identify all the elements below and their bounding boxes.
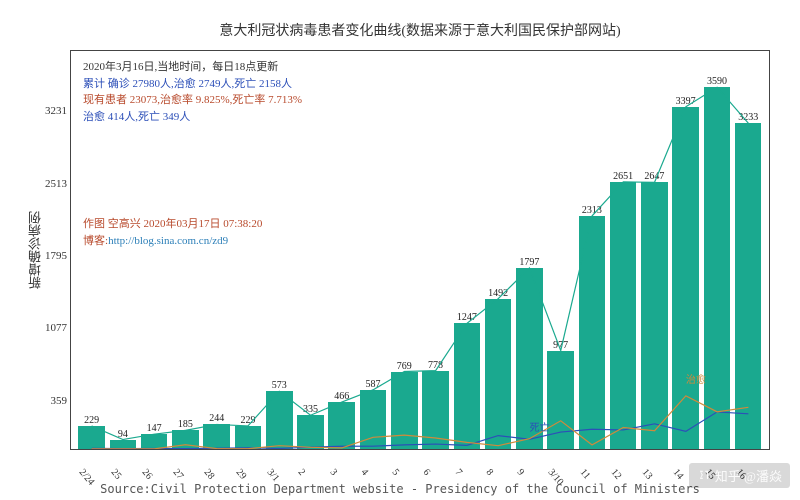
bar [641, 182, 668, 449]
chart-container: 意大利冠状病毒患者变化曲线(数据来源于意大利国民保护部网站) 新增确诊病例 35… [70, 20, 770, 450]
bar-wrap: 1247 [451, 51, 482, 449]
bar [266, 391, 293, 449]
bar-wrap: 3590 [701, 51, 732, 449]
x-tick: 27 [171, 467, 186, 482]
bar [203, 424, 230, 449]
bar-value-label: 1797 [519, 257, 539, 268]
bar-value-label: 1492 [488, 288, 508, 299]
y-tick: 1077 [29, 322, 67, 334]
bar [235, 426, 262, 449]
bar [610, 182, 637, 449]
x-tick: 2 [296, 467, 308, 478]
bar [485, 299, 512, 449]
x-tick: 8 [483, 467, 495, 478]
bar-value-label: 335 [303, 404, 318, 415]
bar-wrap: 1492 [482, 51, 513, 449]
bar-value-label: 466 [334, 391, 349, 402]
x-tick: 11 [577, 467, 592, 481]
author-box: 作图 空高兴 2020年03月17日 07:38:20 博客:http://bl… [83, 216, 262, 249]
bar-wrap: 3233 [733, 51, 764, 449]
x-tick: 12 [608, 467, 623, 482]
bar [672, 107, 699, 449]
bar [110, 440, 137, 449]
cure-line-label: 治愈 [686, 371, 706, 386]
bar-wrap: 2313 [576, 51, 607, 449]
bar [172, 430, 199, 449]
zhihu-icon [697, 469, 711, 483]
x-tick: 13 [640, 467, 655, 482]
bar-wrap: 587 [357, 51, 388, 449]
bar-wrap: 3397 [670, 51, 701, 449]
bar-value-label: 3590 [707, 76, 727, 87]
bar [360, 390, 387, 449]
x-tick: 6 [421, 467, 433, 478]
bar-wrap: 977 [545, 51, 576, 449]
y-tick: 2513 [29, 178, 67, 190]
source-text: Source:Civil Protection Department websi… [0, 482, 800, 496]
y-tick: 359 [29, 395, 67, 407]
bar-value-label: 229 [84, 415, 99, 426]
watermark: 知乎 @潘焱 [689, 463, 790, 488]
bar [422, 371, 449, 449]
bar [141, 434, 168, 449]
bar-value-label: 244 [209, 413, 224, 424]
death-line-label: 死亡 [529, 419, 549, 434]
bar-value-label: 1247 [457, 312, 477, 323]
x-tick: 28 [202, 467, 217, 482]
bar-value-label: 2647 [644, 171, 664, 182]
bar [78, 426, 105, 449]
bar-value-label: 2313 [582, 205, 602, 216]
bar [704, 87, 731, 449]
bar-value-label: 587 [366, 379, 381, 390]
bar-value-label: 3397 [676, 96, 696, 107]
bar-wrap: 1797 [514, 51, 545, 449]
x-tick: 7 [452, 467, 464, 478]
info-daily: 治愈 414人,死亡 349人 [83, 109, 302, 126]
bar-wrap: 778 [420, 51, 451, 449]
y-tick: 1795 [29, 250, 67, 262]
x-tick: 3 [327, 467, 339, 478]
bar-wrap: 2647 [639, 51, 670, 449]
bar [391, 372, 418, 449]
info-cumulative: 累计 确诊 27980人,治愈 2749人,死亡 2158人 [83, 76, 302, 93]
bar-wrap: 769 [389, 51, 420, 449]
x-tick: 25 [108, 467, 123, 482]
author-blog: 博客:http://blog.sina.com.cn/zd9 [83, 233, 262, 250]
info-date: 2020年3月16日,当地时间，每日18点更新 [83, 59, 302, 76]
chart-title: 意大利冠状病毒患者变化曲线(数据来源于意大利国民保护部网站) [70, 20, 770, 40]
bar-wrap: 2651 [608, 51, 639, 449]
author-line: 作图 空高兴 2020年03月17日 07:38:20 [83, 216, 262, 233]
bar-value-label: 185 [178, 419, 193, 430]
bar [735, 123, 762, 449]
x-tick: 26 [139, 467, 154, 482]
x-tick: 9 [515, 467, 527, 478]
bar-value-label: 977 [553, 340, 568, 351]
bar [547, 351, 574, 449]
bar [454, 323, 481, 449]
bar-wrap: 466 [326, 51, 357, 449]
bar-value-label: 769 [397, 361, 412, 372]
bar-value-label: 229 [240, 415, 255, 426]
x-tick: 4 [358, 467, 370, 478]
bar [297, 415, 324, 449]
y-tick: 3231 [29, 105, 67, 117]
bar-value-label: 3233 [738, 112, 758, 123]
bar-value-label: 94 [118, 429, 128, 440]
info-box: 2020年3月16日,当地时间，每日18点更新 累计 确诊 27980人,治愈 … [83, 59, 302, 125]
x-tick: 5 [390, 467, 402, 478]
bar-value-label: 2651 [613, 171, 633, 182]
bar-value-label: 778 [428, 360, 443, 371]
bar [579, 216, 606, 449]
bar [328, 402, 355, 449]
plot-area: 新增确诊病例 3591077179525133231 2299414718524… [70, 50, 770, 450]
x-tick: 29 [233, 467, 248, 482]
info-current: 现有患者 23073,治愈率 9.825%,死亡率 7.713% [83, 92, 302, 109]
bar-value-label: 573 [272, 380, 287, 391]
bar-value-label: 147 [147, 423, 162, 434]
x-tick: 14 [671, 467, 686, 482]
